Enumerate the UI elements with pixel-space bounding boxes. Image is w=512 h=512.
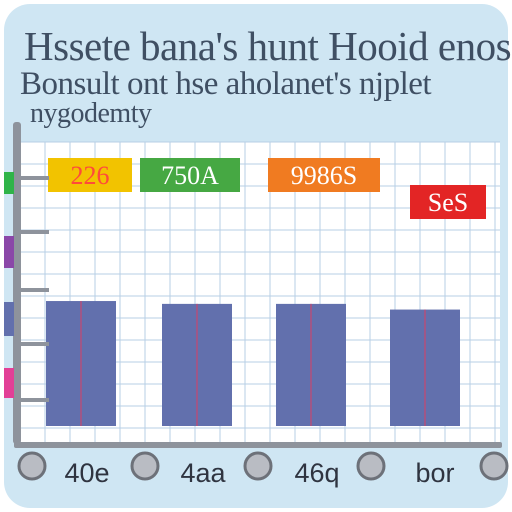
wheel [243,451,273,481]
data-label: 226 [71,161,110,190]
chart-title-line-1: Hssete bana's hunt Hooid enos [24,23,512,69]
data-label: 750A [161,161,219,190]
x-tick-label: 40e [64,458,109,488]
bars [46,301,460,426]
x-tick-label: 46q [294,458,339,488]
y-axis-tick [21,288,49,292]
y-axis-tick [21,230,49,234]
data-labels: 226 750A 9986S SeS [48,158,486,219]
x-tick-labels: 40e 4aa 46q bor [64,458,454,488]
side-marker [4,236,14,268]
wheel [17,451,47,481]
side-marker [4,172,14,194]
x-tick-label: bor [415,458,454,488]
wheel [479,451,509,481]
y-axis-tick [21,342,49,346]
wheel [356,451,386,481]
side-marker [4,302,14,336]
baseline-rail [14,442,502,448]
x-tick-label: 4aa [180,458,226,488]
chart-title-line-3: nygodemty [30,98,152,129]
axis [4,122,509,481]
y-axis-tick [21,398,49,402]
data-label-box [268,158,380,192]
side-marker [4,368,14,398]
data-label: 9986S [291,161,357,190]
y-axis-post [13,122,21,444]
data-label-box [410,185,486,219]
data-label: SeS [428,188,468,217]
y-axis-tick [21,176,49,180]
data-label-box [48,158,132,192]
wheel [130,451,160,481]
chart-title-line-2: Bonsult ont hse aholanet's njplet [20,66,432,102]
data-label-box [140,158,240,192]
